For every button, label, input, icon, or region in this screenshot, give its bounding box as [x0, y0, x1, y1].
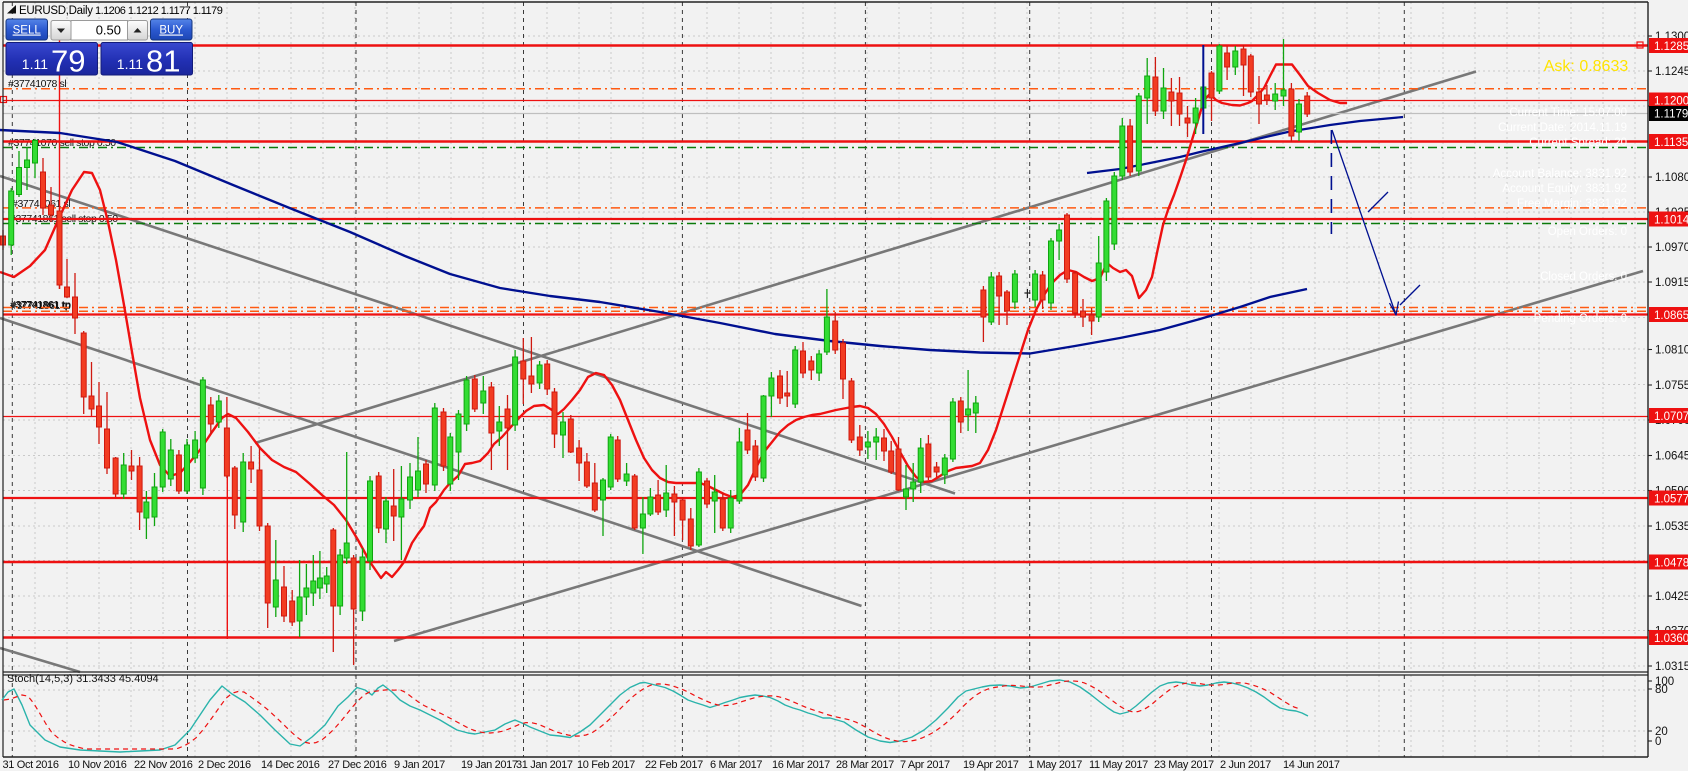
svg-text:Current Time: 15:07:00: Current Time: 15:07:00 [1509, 107, 1627, 119]
svg-text:Pending Orders: 0: Pending Orders: 0 [1534, 313, 1627, 325]
svg-text:1.0915: 1.0915 [1655, 277, 1688, 289]
svg-text:Free Margin: 3831.92: Free Margin: 3831.92 [1517, 198, 1627, 210]
svg-text:Account Equity: 3831.92: Account Equity: 3831.92 [1502, 183, 1627, 195]
svg-text:EURUSD,Daily: EURUSD,Daily [19, 5, 93, 17]
svg-text:1.0645: 1.0645 [1655, 451, 1688, 463]
svg-text:1.1200: 1.1200 [1654, 96, 1688, 108]
svg-text:20: 20 [1655, 726, 1668, 738]
svg-text:10 Nov 2016: 10 Nov 2016 [68, 759, 127, 771]
svg-text:0.50: 0.50 [96, 23, 121, 38]
svg-text:1.1245: 1.1245 [1655, 66, 1688, 78]
svg-text:2 Dec 2016: 2 Dec 2016 [198, 759, 251, 771]
svg-text:23 May 2017: 23 May 2017 [1154, 759, 1214, 771]
svg-text:1.11: 1.11 [117, 56, 143, 72]
svg-text:22 Feb 2017: 22 Feb 2017 [645, 759, 703, 771]
svg-text:1.0755: 1.0755 [1655, 380, 1688, 392]
svg-text:31 Oct 2016: 31 Oct 2016 [3, 759, 59, 771]
svg-text:1.0577: 1.0577 [1654, 494, 1688, 506]
svg-text:0: 0 [1655, 736, 1661, 748]
svg-text:1.0315: 1.0315 [1655, 661, 1688, 673]
svg-text:1.1179: 1.1179 [1654, 109, 1688, 121]
svg-text:14 Jun 2017: 14 Jun 2017 [1283, 759, 1340, 771]
svg-text:1.1014: 1.1014 [1654, 215, 1688, 227]
svg-text:10 Feb 2017: 10 Feb 2017 [577, 759, 635, 771]
svg-text:1.0970: 1.0970 [1655, 242, 1688, 254]
svg-text:27 Dec 2016: 27 Dec 2016 [328, 759, 387, 771]
svg-text:16 Mar 2017: 16 Mar 2017 [772, 759, 830, 771]
svg-text:#37741078 sl: #37741078 sl [8, 78, 66, 90]
svg-text:31 Jan 2017: 31 Jan 2017 [516, 759, 573, 771]
svg-text:11 May 2017: 11 May 2017 [1089, 759, 1148, 771]
svg-text:22 Nov 2016: 22 Nov 2016 [134, 759, 193, 771]
svg-text:1.1206 1.1212 1.1177 1.1179: 1.1206 1.1212 1.1177 1.1179 [95, 5, 223, 17]
svg-text:Closed Orders: 0: Closed Orders: 0 [1540, 271, 1627, 283]
svg-text:81: 81 [146, 44, 180, 79]
svg-text:Stoch(14,5,3) 31.3433 45.4094: Stoch(14,5,3) 31.3433 45.4094 [7, 673, 159, 685]
svg-text:Current Date: 2014.11.19: Current Date: 2014.11.19 [1498, 122, 1627, 134]
svg-text:80: 80 [1655, 684, 1668, 696]
svg-text:1.1080: 1.1080 [1655, 172, 1688, 184]
svg-text:Ask: 0.8633: Ask: 0.8633 [1544, 58, 1629, 75]
svg-text:9 Jan 2017: 9 Jan 2017 [394, 759, 445, 771]
svg-text:Current Spread: 20: Current Spread: 20 [1529, 137, 1627, 149]
svg-text:BUY: BUY [159, 25, 183, 37]
svg-text:Account Balance: 3831.92: Account Balance: 3831.92 [1493, 168, 1627, 180]
svg-text:1.0478: 1.0478 [1654, 558, 1688, 570]
svg-text:100: 100 [1655, 676, 1674, 688]
svg-text:19 Jan 2017: 19 Jan 2017 [461, 759, 518, 771]
svg-text:2 Jun 2017: 2 Jun 2017 [1220, 759, 1271, 771]
svg-text:Open Orders: 0: Open Orders: 0 [1548, 226, 1627, 238]
svg-text:19 Apr 2017: 19 Apr 2017 [963, 759, 1019, 771]
svg-text:SELL: SELL [13, 25, 42, 37]
svg-text:1.0360: 1.0360 [1654, 633, 1688, 645]
svg-text:1.11: 1.11 [22, 56, 48, 72]
svg-text:1.0810: 1.0810 [1655, 345, 1688, 357]
svg-text:1.1285: 1.1285 [1654, 41, 1688, 53]
svg-text:1.0707: 1.0707 [1654, 411, 1688, 423]
svg-text:1.1135: 1.1135 [1654, 137, 1688, 149]
svg-text:6 Mar 2017: 6 Mar 2017 [710, 759, 762, 771]
svg-text:1.0425: 1.0425 [1655, 591, 1688, 603]
svg-text:14 Dec 2016: 14 Dec 2016 [261, 759, 320, 771]
svg-text:#37741861 tp: #37741861 tp [11, 300, 71, 312]
svg-text:1 May 2017: 1 May 2017 [1028, 759, 1082, 771]
svg-text:7 Apr 2017: 7 Apr 2017 [900, 759, 950, 771]
svg-text:1.0865: 1.0865 [1654, 310, 1688, 322]
svg-text:79: 79 [51, 44, 85, 79]
svg-text:1.0535: 1.0535 [1655, 521, 1688, 533]
svg-text:28 Mar 2017: 28 Mar 2017 [836, 759, 894, 771]
